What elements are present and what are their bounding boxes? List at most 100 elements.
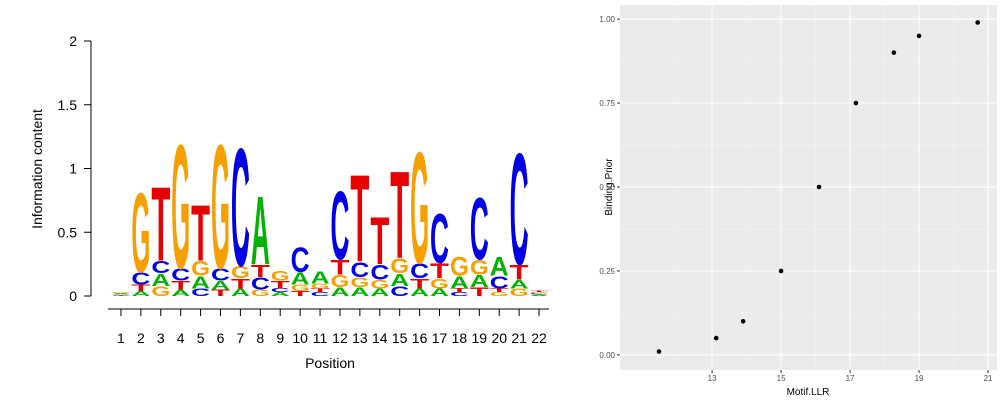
x-tick-label: 4	[177, 330, 185, 346]
letter: C	[112, 295, 131, 296]
letter: C	[151, 257, 170, 277]
letter: C	[271, 287, 290, 293]
x-tick-label: 13	[352, 330, 368, 346]
letter: G	[112, 292, 131, 294]
letter: T	[291, 290, 310, 298]
x-tick-label: 21	[984, 374, 993, 383]
letter: T	[191, 189, 210, 278]
letter: A	[470, 271, 489, 291]
letter: G	[450, 252, 469, 282]
letter: A	[530, 294, 549, 296]
letter: G	[370, 277, 389, 291]
letter: T	[450, 287, 469, 293]
letter: G	[350, 274, 369, 290]
letter: A	[510, 277, 529, 291]
x-tick-label: 18	[452, 330, 468, 346]
letter: A	[311, 267, 330, 287]
x-tick-label: 5	[197, 330, 205, 346]
letter: A	[251, 176, 270, 285]
letter: A	[271, 291, 290, 297]
letter: A	[211, 278, 230, 292]
x-tick-label: 6	[217, 330, 225, 346]
letter: T	[311, 287, 330, 293]
point	[778, 268, 784, 274]
y-axis-title: Information content	[29, 109, 45, 229]
letter: C	[191, 287, 210, 299]
letter: A	[191, 273, 210, 293]
y-tick-label: 2	[69, 33, 77, 49]
point	[656, 349, 662, 354]
letter: T	[251, 261, 270, 281]
x-tick-label: 7	[237, 330, 245, 346]
letter: A	[291, 269, 310, 289]
letter: T	[470, 285, 489, 299]
x-tick-label: 13	[708, 374, 717, 383]
letter: G	[191, 257, 210, 281]
letter: G	[291, 283, 310, 293]
point	[713, 335, 719, 341]
x-tick-label: 21	[511, 330, 527, 346]
letter: A	[410, 287, 429, 299]
letter: A	[171, 288, 190, 298]
letter: A	[450, 273, 469, 293]
point	[853, 100, 859, 106]
letter: G	[211, 109, 230, 306]
letter: A	[112, 293, 131, 295]
letter: C	[350, 258, 369, 282]
panel-background	[620, 5, 997, 370]
letter: C	[430, 200, 449, 278]
letter: G	[131, 169, 150, 296]
letter: T	[112, 295, 131, 296]
letter: G	[151, 283, 170, 299]
letter: A	[430, 287, 449, 299]
letter: C	[131, 269, 150, 289]
letter: C	[251, 274, 270, 294]
y-axis-title: Binding.Prior	[604, 158, 615, 216]
letter: C	[410, 259, 429, 283]
letter: A	[390, 270, 409, 290]
x-tick-label: 15	[777, 374, 786, 383]
letter: A	[151, 270, 170, 290]
x-tick-label: 10	[292, 330, 308, 346]
x-tick-label: 22	[531, 330, 547, 346]
letter: A	[231, 287, 250, 299]
x-tick-label: 14	[372, 330, 388, 346]
x-axis-title: Motif.LLR	[787, 387, 830, 398]
point	[891, 50, 897, 55]
letter: C	[211, 265, 230, 285]
letter: T	[510, 261, 529, 285]
x-tick-label: 12	[332, 330, 348, 346]
letter: G	[490, 291, 509, 297]
y-tick-label: 0.25	[599, 267, 615, 276]
y-tick-label: 1.5	[58, 97, 78, 113]
y-tick-label: 1	[69, 161, 77, 177]
x-tick-label: 8	[256, 330, 264, 346]
letter: T	[211, 288, 230, 298]
letter: A	[350, 285, 369, 299]
y-tick-label: 0.75	[599, 99, 615, 108]
letter: C	[530, 293, 549, 295]
letter: T	[430, 259, 449, 283]
letter: G	[251, 288, 270, 298]
y-tick-label: 0.50	[599, 183, 615, 192]
x-axis-title: Position	[305, 355, 355, 371]
letter: C	[490, 273, 509, 293]
letter: A	[131, 290, 150, 298]
letter: A	[370, 287, 389, 299]
letter: T	[171, 278, 190, 292]
letter: C	[370, 261, 389, 285]
letter: C	[331, 171, 350, 280]
letter: C	[450, 291, 469, 297]
letter: C	[390, 283, 409, 299]
x-tick-label: 2	[137, 330, 145, 346]
y-tick-label: 1.00	[599, 15, 615, 24]
letter: A	[490, 252, 509, 282]
letter: T	[271, 279, 290, 291]
letter: T	[370, 204, 389, 279]
letter: T	[151, 165, 170, 283]
letter: T	[231, 276, 250, 292]
letter: G	[410, 120, 429, 297]
x-tick-label: 17	[432, 330, 448, 346]
letter: G	[530, 292, 549, 294]
